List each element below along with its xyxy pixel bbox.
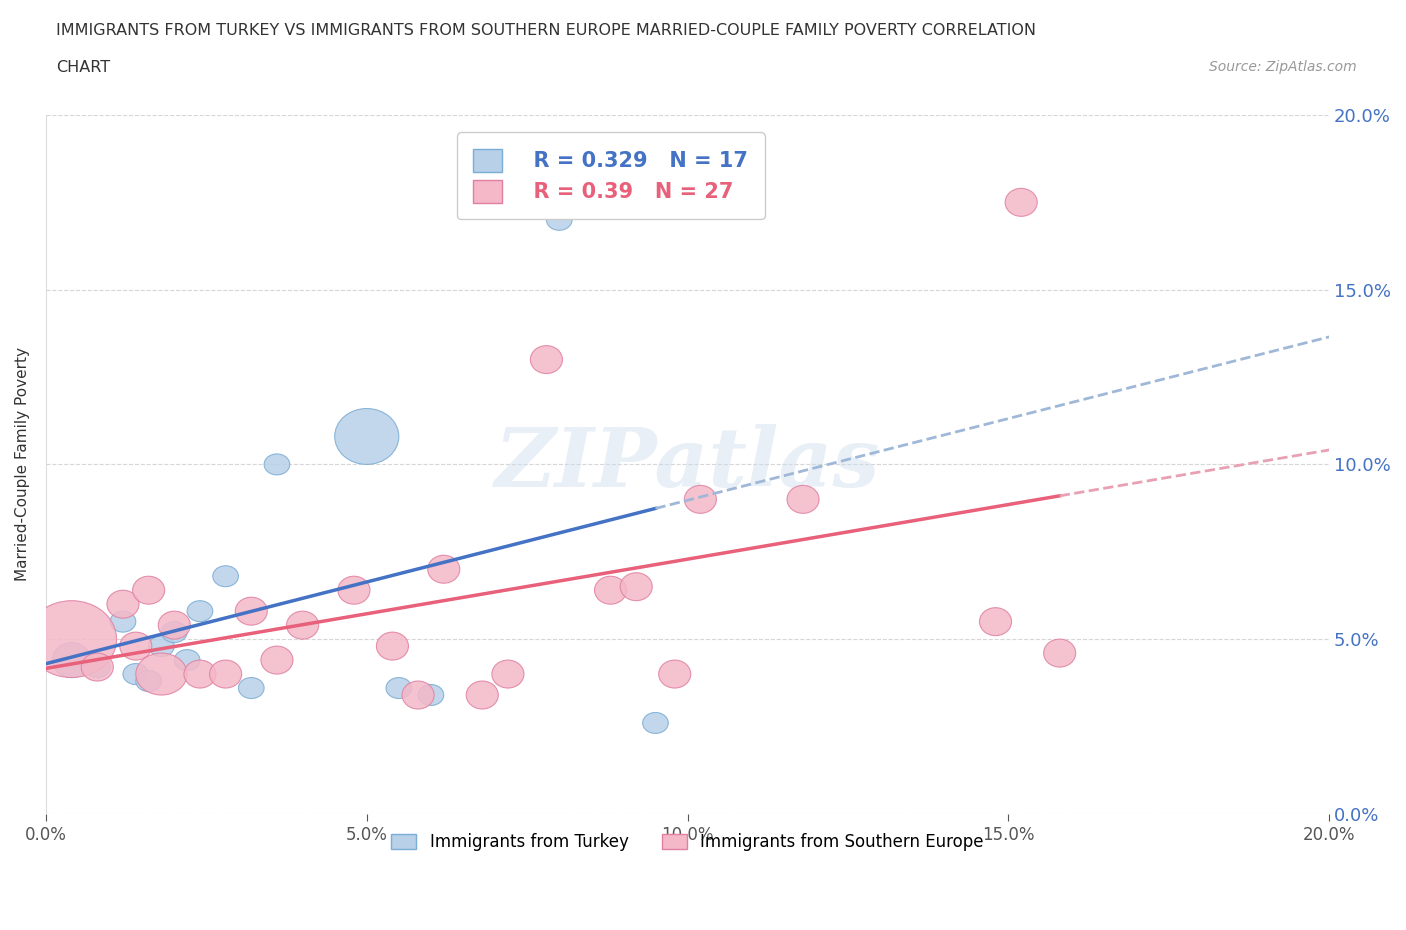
Ellipse shape <box>980 607 1011 635</box>
Ellipse shape <box>467 681 498 709</box>
Ellipse shape <box>335 408 399 464</box>
Ellipse shape <box>120 632 152 660</box>
Ellipse shape <box>377 632 409 660</box>
Ellipse shape <box>530 346 562 374</box>
Ellipse shape <box>418 684 444 706</box>
Ellipse shape <box>264 454 290 475</box>
Text: ZIPatlas: ZIPatlas <box>495 424 880 504</box>
Ellipse shape <box>84 657 110 678</box>
Ellipse shape <box>136 671 162 692</box>
Ellipse shape <box>159 611 190 639</box>
Ellipse shape <box>658 660 690 688</box>
Text: CHART: CHART <box>56 60 110 75</box>
Ellipse shape <box>1043 639 1076 667</box>
Ellipse shape <box>209 660 242 688</box>
Ellipse shape <box>235 597 267 625</box>
Ellipse shape <box>1005 189 1038 217</box>
Ellipse shape <box>337 577 370 604</box>
Ellipse shape <box>547 209 572 231</box>
Text: IMMIGRANTS FROM TURKEY VS IMMIGRANTS FROM SOUTHERN EUROPE MARRIED-COUPLE FAMILY : IMMIGRANTS FROM TURKEY VS IMMIGRANTS FRO… <box>56 23 1036 38</box>
Ellipse shape <box>122 664 149 684</box>
Ellipse shape <box>287 611 319 639</box>
Ellipse shape <box>174 649 200 671</box>
Ellipse shape <box>187 601 212 621</box>
Ellipse shape <box>107 591 139 618</box>
Ellipse shape <box>110 611 136 632</box>
Ellipse shape <box>387 678 412 698</box>
Ellipse shape <box>787 485 820 513</box>
Ellipse shape <box>402 681 434 709</box>
Ellipse shape <box>239 678 264 698</box>
Ellipse shape <box>149 635 174 657</box>
Ellipse shape <box>184 660 217 688</box>
Ellipse shape <box>136 653 187 695</box>
Ellipse shape <box>82 653 114 681</box>
Ellipse shape <box>595 577 627 604</box>
Ellipse shape <box>262 646 292 674</box>
Ellipse shape <box>643 712 668 734</box>
Ellipse shape <box>620 573 652 601</box>
Ellipse shape <box>212 565 239 587</box>
Ellipse shape <box>427 555 460 583</box>
Y-axis label: Married-Couple Family Poverty: Married-Couple Family Poverty <box>15 348 30 581</box>
Legend: Immigrants from Turkey, Immigrants from Southern Europe: Immigrants from Turkey, Immigrants from … <box>385 827 990 857</box>
Ellipse shape <box>132 577 165 604</box>
Ellipse shape <box>492 660 524 688</box>
Ellipse shape <box>162 621 187 643</box>
Text: Source: ZipAtlas.com: Source: ZipAtlas.com <box>1209 60 1357 74</box>
Ellipse shape <box>685 485 717 513</box>
Ellipse shape <box>52 643 91 678</box>
Ellipse shape <box>27 601 117 678</box>
